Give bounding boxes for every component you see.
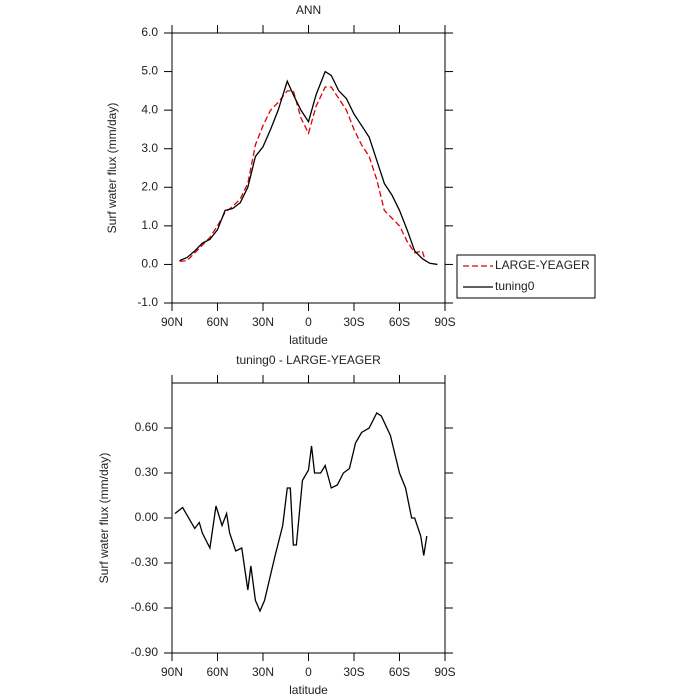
y-tick-label: 1.0 xyxy=(141,218,158,232)
x-tick-label: 30S xyxy=(343,665,364,679)
y-tick-label: -0.30 xyxy=(131,555,159,569)
x-tick-label: 90N xyxy=(161,665,183,679)
y-tick-label: -0.60 xyxy=(131,600,159,614)
y-tick-label: 0.60 xyxy=(135,420,159,434)
x-tick-label: 30N xyxy=(252,665,274,679)
y-tick-label: 0.30 xyxy=(135,465,159,479)
y-axis-label: Surf water flux (mm/day) xyxy=(105,103,119,234)
y-tick-label: -0.90 xyxy=(131,645,159,659)
plot-frame xyxy=(171,382,446,654)
x-tick-label: 0 xyxy=(305,665,312,679)
legend-label: LARGE-YEAGER xyxy=(495,258,590,272)
y-tick-label: 4.0 xyxy=(141,102,158,116)
y-tick-label: -1.0 xyxy=(137,295,158,309)
x-tick-label: 60N xyxy=(206,315,228,329)
x-axis-label: latitude xyxy=(289,333,328,347)
y-tick-label: 3.0 xyxy=(141,141,158,155)
y-tick-label: 0.0 xyxy=(141,257,158,271)
x-tick-label: 30N xyxy=(252,315,274,329)
x-tick-label: 60N xyxy=(206,665,228,679)
x-tick-label: 30S xyxy=(343,315,364,329)
x-tick-label: 0 xyxy=(305,315,312,329)
y-tick-label: 5.0 xyxy=(141,64,158,78)
y-tick-label: 0.00 xyxy=(135,510,159,524)
series-line xyxy=(179,70,438,266)
series-line xyxy=(174,412,428,613)
x-axis-label: latitude xyxy=(289,683,328,697)
x-tick-label: 60S xyxy=(389,315,410,329)
chart-title: ANN xyxy=(296,3,321,17)
plot-frame xyxy=(171,32,446,304)
series-line xyxy=(179,86,426,262)
x-tick-label: 90S xyxy=(434,665,455,679)
x-tick-label: 60S xyxy=(389,665,410,679)
legend-label: tuning0 xyxy=(495,279,535,293)
x-tick-label: 90S xyxy=(434,315,455,329)
y-axis-label: Surf water flux (mm/day) xyxy=(97,453,111,584)
y-tick-label: 6.0 xyxy=(141,25,158,39)
x-tick-label: 90N xyxy=(161,315,183,329)
legend-box xyxy=(456,254,596,299)
y-tick-label: 2.0 xyxy=(141,179,158,193)
chart-title: tuning0 - LARGE-YEAGER xyxy=(236,353,381,367)
